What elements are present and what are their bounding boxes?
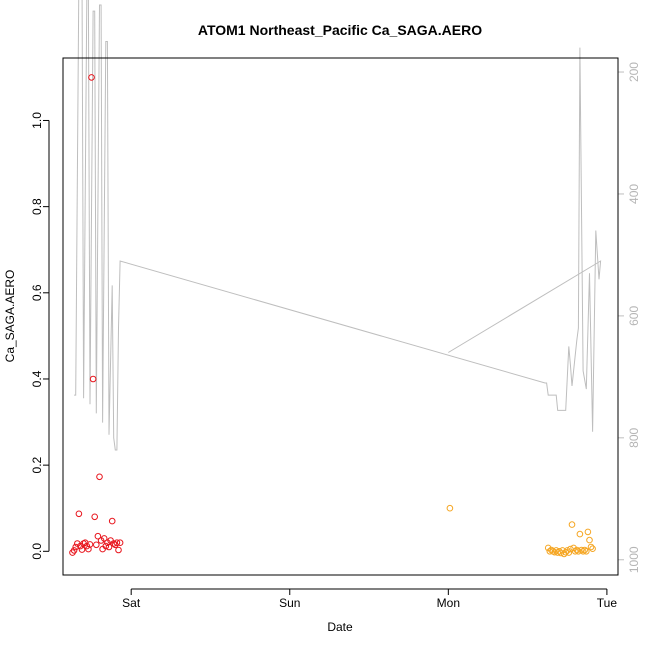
data-point [115,546,122,554]
right-y-tick-label: 400 [627,184,641,204]
data-point [89,375,97,383]
data-point [576,530,584,538]
right-y-tick-label: 600 [627,306,641,326]
y-tick-label: 0.6 [30,284,44,301]
data-point [578,546,585,554]
data-point [581,546,589,554]
data-point [565,549,573,556]
data-point [72,543,79,551]
data-point [105,543,113,551]
data-point [546,548,554,555]
right-y-tick-label: 1000 [627,546,641,573]
data-point [86,541,94,548]
y-tick-label: 0.2 [30,456,44,473]
y-tick-label: 0.8 [30,198,44,215]
axes: Sat Sun Mon Tue 0.0 0.2 0.4 0.6 0.8 1.0 200 400 600 8… [30,62,641,610]
data-point [571,548,579,555]
right-y-tick-label: 200 [627,62,641,82]
data-point [551,548,558,556]
data-point [91,513,98,521]
x-tick-label: Mon [437,596,460,610]
y-tick-label: 1.0 [30,112,44,129]
data-point [573,546,581,554]
data-point [562,548,570,556]
x-tick-label: Sat [122,596,141,610]
data-point [102,542,110,550]
y-axis-label: Ca_SAGA.AERO [3,270,17,363]
data-point [96,473,103,481]
y-tick-label: 0.0 [30,543,44,560]
data-point [587,543,595,551]
data-point [75,510,83,518]
x-axis-label: Date [327,620,353,634]
data-point [575,548,582,555]
data-point [108,517,116,525]
data-point [579,548,587,555]
data-point [559,547,566,554]
data-point [584,528,592,536]
data-point [100,535,108,542]
data-point [70,547,78,554]
data-point [586,536,593,544]
data-point [110,540,117,547]
plot-frame [62,57,619,576]
x-tick-label: Sun [279,596,300,610]
data-point [78,546,86,553]
chart-title: ATOM1 Northeast_Pacific Ca_SAGA.AERO [198,22,482,38]
data-point [116,539,124,547]
data-point [589,545,596,553]
data-point [113,539,121,547]
data-point [568,521,576,528]
data-point [93,541,100,549]
right-axis-series [74,0,602,451]
data-points [69,74,596,558]
right-y-tick-label: 800 [627,427,641,447]
data-point [583,548,590,555]
right-axis-line-series [74,0,602,451]
data-point [94,532,102,540]
y-tick-label: 0.4 [30,370,44,387]
data-point [88,74,95,81]
x-tick-label: Tue [597,596,618,610]
data-point [446,504,454,512]
